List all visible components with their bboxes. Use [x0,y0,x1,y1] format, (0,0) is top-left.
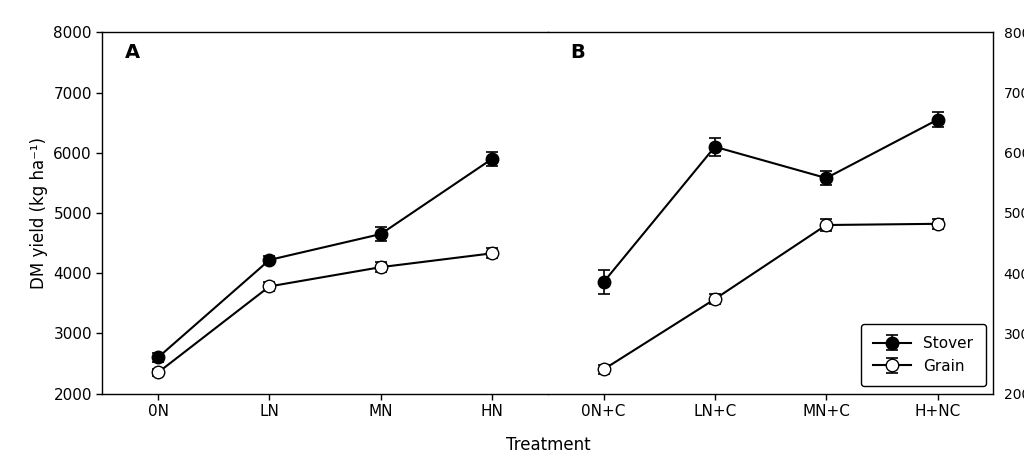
Text: B: B [570,43,585,62]
Text: A: A [125,43,140,62]
Legend: Stover, Grain: Stover, Grain [861,324,986,386]
Text: Treatment: Treatment [506,436,590,454]
Y-axis label: DM yield (kg ha⁻¹): DM yield (kg ha⁻¹) [30,137,48,289]
